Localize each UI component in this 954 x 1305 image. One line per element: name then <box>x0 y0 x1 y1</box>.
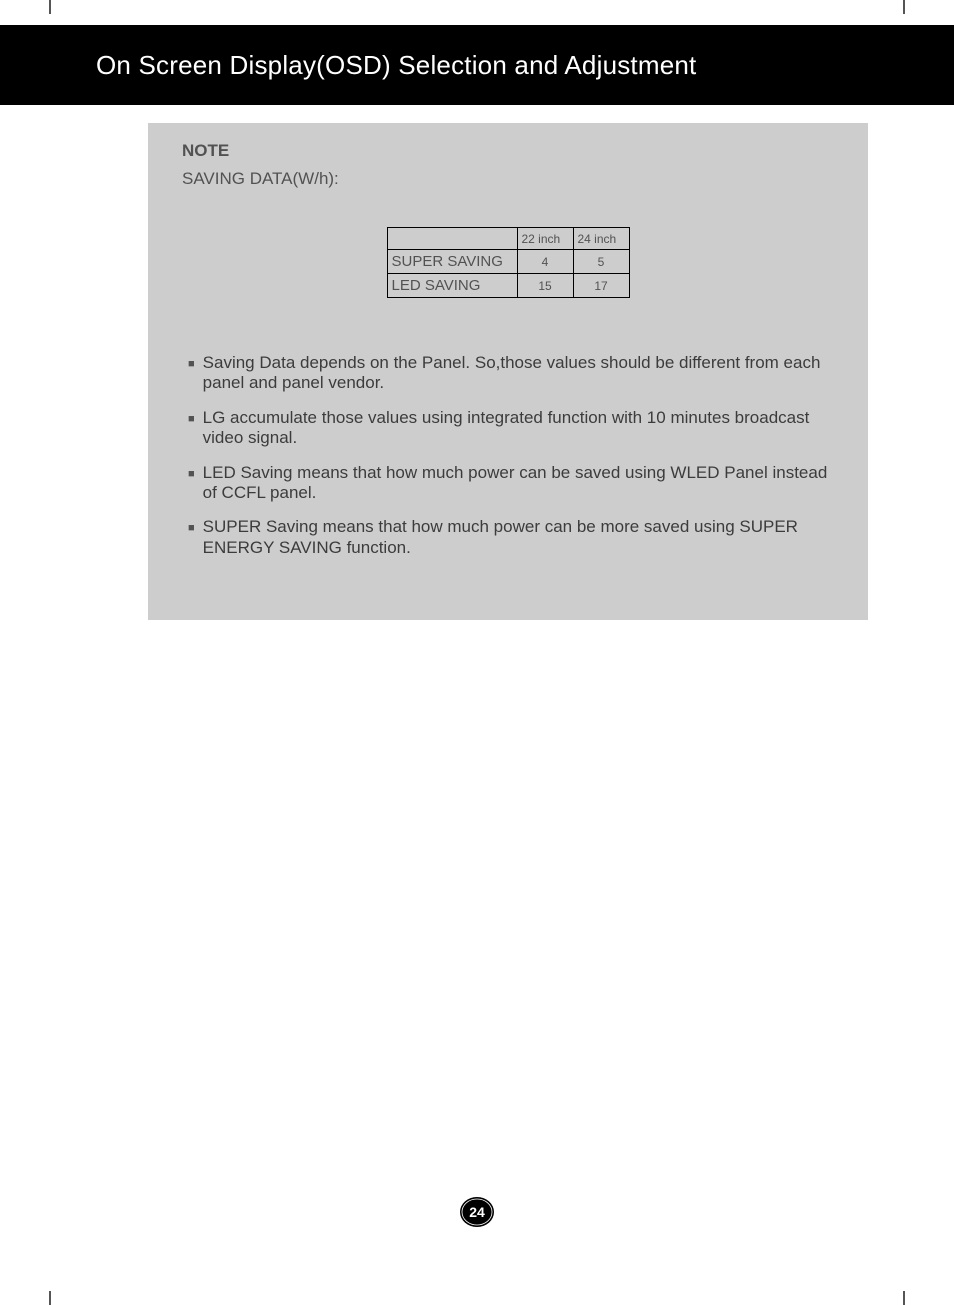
bullet-icon: ■ <box>188 468 195 504</box>
crop-mark <box>903 0 905 14</box>
table-row-header: LED SAVING <box>387 274 517 298</box>
bullet-icon: ■ <box>188 358 195 394</box>
list-item: ■ Saving Data depends on the Panel. So,t… <box>188 353 840 394</box>
crop-mark <box>49 0 51 14</box>
table-cell: 5 <box>573 250 629 274</box>
page-title: On Screen Display(OSD) Selection and Adj… <box>96 50 696 81</box>
note-subtitle: SAVING DATA(W/h): <box>182 169 840 189</box>
page-number: 24 <box>469 1204 485 1220</box>
table-cell: 4 <box>517 250 573 274</box>
note-box: NOTE SAVING DATA(W/h): 22 inch 24 inch S… <box>148 123 868 620</box>
page-number-badge: 24 <box>460 1195 494 1229</box>
header-bar: On Screen Display(OSD) Selection and Adj… <box>0 25 954 105</box>
bullet-list: ■ Saving Data depends on the Panel. So,t… <box>188 353 840 558</box>
list-item: ■ LED Saving means that how much power c… <box>188 463 840 504</box>
table-row-header: SUPER SAVING <box>387 250 517 274</box>
bullet-icon: ■ <box>188 413 195 449</box>
crop-mark <box>49 1291 51 1305</box>
table-cell: 15 <box>517 274 573 298</box>
crop-mark <box>903 1291 905 1305</box>
table-cell: 17 <box>573 274 629 298</box>
list-item: ■ LG accumulate those values using integ… <box>188 408 840 449</box>
bullet-text: LG accumulate those values using integra… <box>203 408 840 449</box>
note-label: NOTE <box>182 141 840 161</box>
table-row: SUPER SAVING 4 5 <box>387 250 629 274</box>
list-item: ■ SUPER Saving means that how much power… <box>188 517 840 558</box>
table-col-header: 24 inch <box>573 228 629 250</box>
table-col-header: 22 inch <box>517 228 573 250</box>
saving-data-table: 22 inch 24 inch SUPER SAVING 4 5 LED SAV… <box>387 227 630 298</box>
bullet-text: Saving Data depends on the Panel. So,tho… <box>203 353 840 394</box>
table-row: LED SAVING 15 17 <box>387 274 629 298</box>
bullet-text: SUPER Saving means that how much power c… <box>203 517 840 558</box>
bullet-text: LED Saving means that how much power can… <box>203 463 840 504</box>
bullet-icon: ■ <box>188 522 195 558</box>
table-corner <box>387 228 517 250</box>
